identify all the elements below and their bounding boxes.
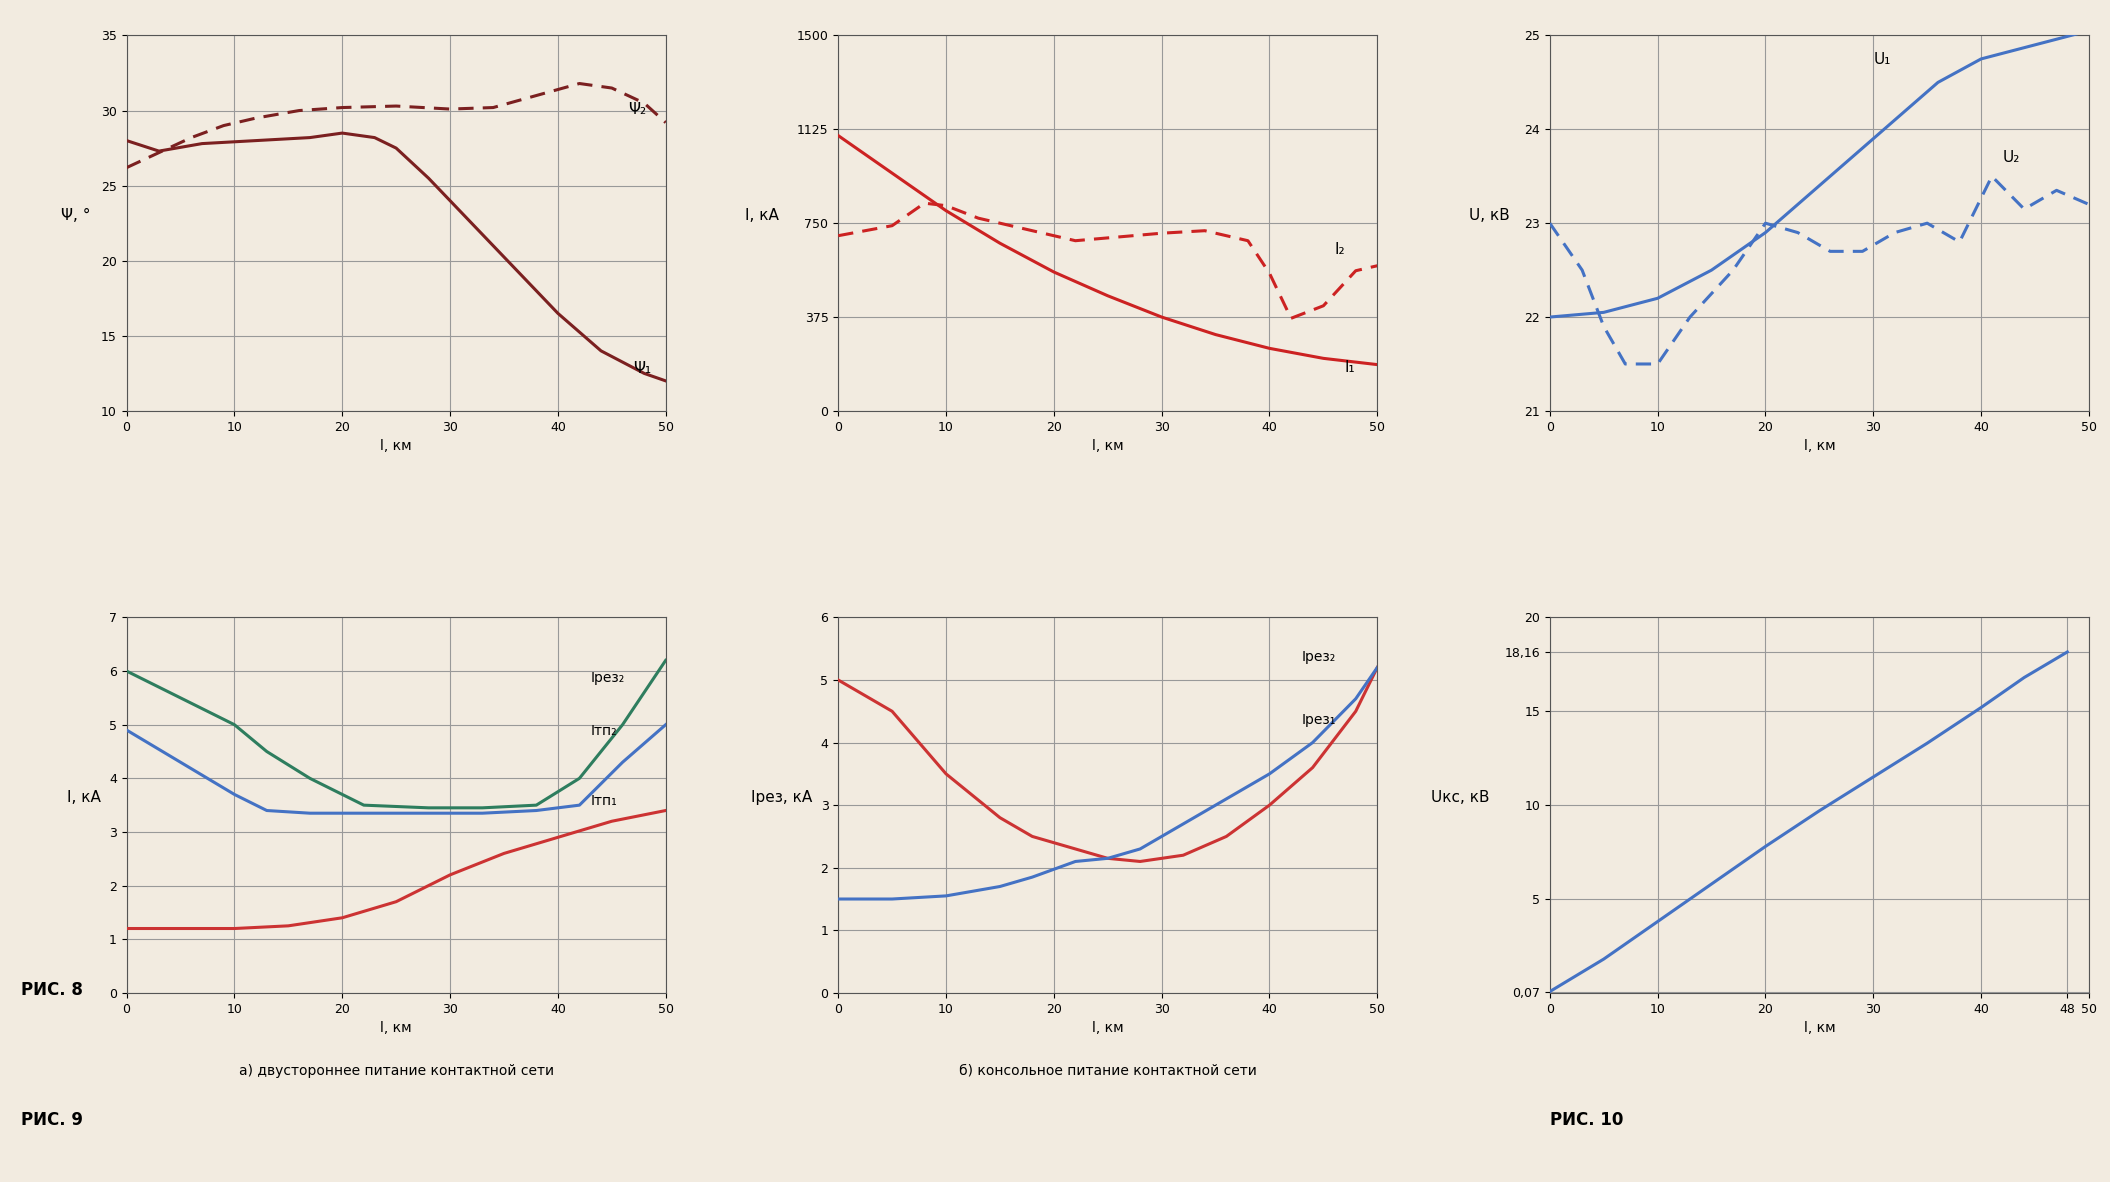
Text: Iрез₁: Iрез₁ [1302, 713, 1336, 727]
Text: Iрез₂: Iрез₂ [1302, 650, 1336, 664]
Y-axis label: I, кА: I, кА [745, 208, 779, 223]
X-axis label: l, км: l, км [1804, 440, 1836, 453]
X-axis label: l, км: l, км [380, 1021, 411, 1035]
Text: I₁: I₁ [1344, 361, 1355, 375]
Text: Ψ₁: Ψ₁ [633, 362, 652, 376]
Text: Ψ₂: Ψ₂ [629, 102, 646, 117]
X-axis label: l, км: l, км [1093, 1021, 1123, 1035]
Text: Iтп₁: Iтп₁ [591, 794, 616, 808]
Text: а) двустороннее питание контактной сети: а) двустороннее питание контактной сети [238, 1064, 553, 1078]
Y-axis label: Ψ, °: Ψ, ° [61, 208, 91, 223]
Text: Iтп₂: Iтп₂ [591, 725, 616, 739]
X-axis label: l, км: l, км [380, 440, 411, 453]
Text: U₂: U₂ [2002, 150, 2019, 165]
Text: I₂: I₂ [1334, 242, 1344, 258]
Text: РИС. 8: РИС. 8 [21, 981, 82, 999]
Y-axis label: U, кВ: U, кВ [1469, 208, 1511, 223]
Text: Iрез₂: Iрез₂ [591, 671, 625, 684]
Text: РИС. 10: РИС. 10 [1551, 1111, 1623, 1129]
X-axis label: l, км: l, км [1804, 1021, 1836, 1035]
Text: РИС. 9: РИС. 9 [21, 1111, 82, 1129]
Y-axis label: I, кА: I, кА [68, 790, 101, 805]
Y-axis label: Iрез, кА: Iрез, кА [751, 790, 812, 805]
X-axis label: l, км: l, км [1093, 440, 1123, 453]
Y-axis label: Uкс, кВ: Uкс, кВ [1431, 790, 1490, 805]
Text: U₁: U₁ [1874, 52, 1891, 66]
Text: б) консольное питание контактной сети: б) консольное питание контактной сети [958, 1064, 1258, 1078]
